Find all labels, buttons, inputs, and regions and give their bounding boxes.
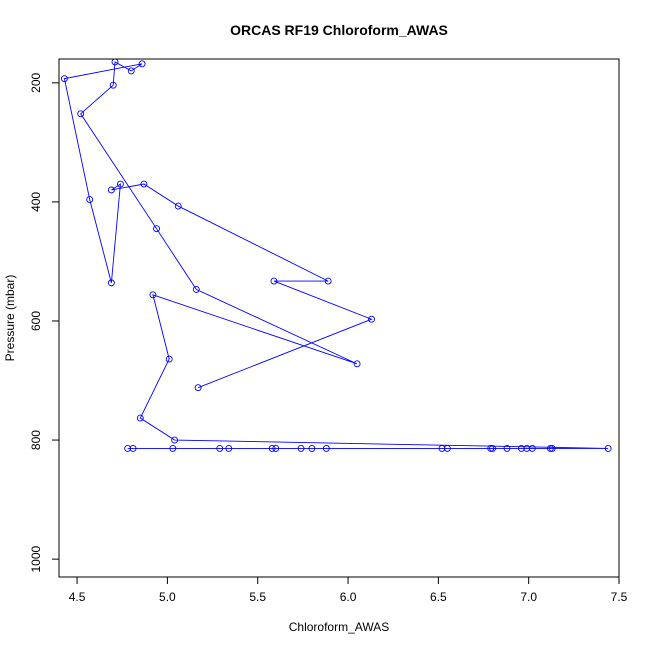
data-point xyxy=(111,59,119,66)
data-point xyxy=(368,315,375,323)
y-tick-label: 200 xyxy=(29,72,43,92)
data-point xyxy=(127,67,135,75)
y-axis-label: Pressure (mbar) xyxy=(3,275,17,362)
data-point xyxy=(225,444,233,452)
data-point xyxy=(194,384,202,392)
data-point xyxy=(523,444,531,452)
data-point xyxy=(270,277,278,285)
data-point xyxy=(308,444,316,452)
data-point xyxy=(140,180,148,188)
data-point xyxy=(548,444,556,452)
data-point xyxy=(136,414,144,422)
data-point xyxy=(324,277,332,285)
y-tick-label: 400 xyxy=(29,192,43,212)
data-point xyxy=(518,444,525,452)
x-tick-label: 4.5 xyxy=(69,590,86,604)
x-tick-label: 7.0 xyxy=(520,590,537,604)
x-axis: 4.5 5.0 5.5 6.0 6.5 7.0 7.5 xyxy=(69,577,628,604)
series-group xyxy=(60,59,612,452)
x-tick-label: 6.0 xyxy=(340,590,357,604)
data-point xyxy=(107,186,115,194)
data-point xyxy=(503,444,511,452)
data-point xyxy=(129,444,137,452)
data-point xyxy=(124,444,132,452)
data-point xyxy=(438,444,446,452)
plot-series xyxy=(60,59,612,452)
data-point xyxy=(216,444,224,452)
data-point xyxy=(109,81,117,89)
chart-title: ORCAS RF19 Chloroform_AWAS xyxy=(230,22,448,38)
data-point xyxy=(353,360,361,368)
data-point xyxy=(546,444,554,452)
data-point xyxy=(443,444,451,452)
y-tick-label: 1000 xyxy=(29,545,43,572)
data-point xyxy=(77,110,85,118)
y-tick-label: 800 xyxy=(29,430,43,450)
data-point xyxy=(528,444,536,452)
data-point xyxy=(272,444,280,452)
series-line xyxy=(63,61,609,449)
data-point xyxy=(268,444,276,452)
data-point xyxy=(322,444,330,452)
plot-frame xyxy=(58,58,620,578)
x-axis-label: Chloroform_AWAS xyxy=(289,620,389,634)
data-point xyxy=(297,444,305,452)
data-point xyxy=(487,444,495,452)
data-point xyxy=(149,291,157,299)
data-point xyxy=(116,180,124,188)
data-point xyxy=(604,444,612,452)
data-point xyxy=(192,285,200,293)
data-point xyxy=(165,355,173,363)
data-point xyxy=(171,436,179,444)
data-point xyxy=(107,279,115,287)
data-point xyxy=(153,225,160,233)
data-point xyxy=(86,196,94,203)
data-point xyxy=(489,444,496,452)
x-tick-label: 6.5 xyxy=(430,590,447,604)
x-tick-label: 5.0 xyxy=(159,590,176,604)
y-axis: 200 400 600 800 1000 xyxy=(29,72,59,572)
data-point xyxy=(174,202,182,210)
data-point xyxy=(60,75,68,83)
data-point xyxy=(169,444,177,452)
x-tick-label: 7.5 xyxy=(611,590,628,604)
y-tick-label: 600 xyxy=(29,311,43,331)
x-tick-label: 5.5 xyxy=(249,590,266,604)
data-point xyxy=(138,60,146,68)
